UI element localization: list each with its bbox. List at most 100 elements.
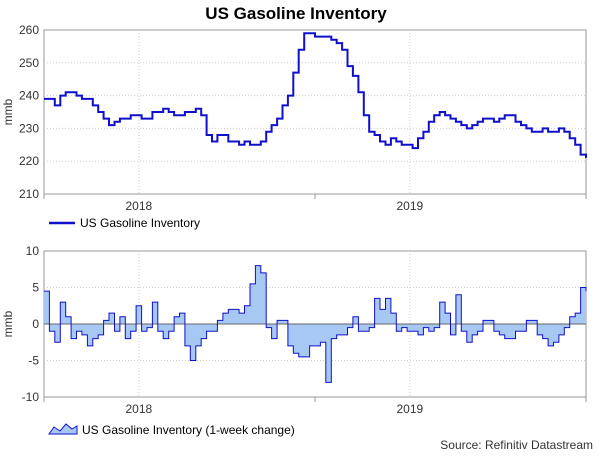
y-tick-label: -10 bbox=[22, 390, 40, 404]
weekly-change-point bbox=[114, 331, 115, 332]
inventory-point bbox=[428, 121, 429, 122]
weekly-change-point bbox=[298, 356, 299, 357]
inventory-point bbox=[504, 115, 505, 116]
weekly-change-point bbox=[239, 313, 240, 314]
weekly-change-point bbox=[336, 334, 337, 335]
inventory-point bbox=[114, 121, 115, 122]
plot-area bbox=[43, 29, 587, 195]
inventory-point bbox=[369, 131, 370, 132]
inventory-point bbox=[472, 125, 473, 126]
legend-weekly-change-label: US Gasoline Inventory (1-week change) bbox=[82, 423, 295, 437]
inventory-point bbox=[445, 115, 446, 116]
inventory-point bbox=[309, 33, 310, 34]
inventory-point bbox=[49, 98, 50, 99]
inventory-point bbox=[520, 125, 521, 126]
inventory-point bbox=[293, 72, 294, 73]
inventory-point bbox=[119, 118, 120, 119]
weekly-change-point bbox=[136, 305, 137, 306]
inventory-point bbox=[526, 128, 527, 129]
inventory-point bbox=[553, 131, 554, 132]
weekly-change-point bbox=[130, 331, 131, 332]
inventory-point bbox=[298, 49, 299, 50]
weekly-change-point bbox=[531, 320, 532, 321]
inventory-point bbox=[282, 105, 283, 106]
weekly-change-point bbox=[217, 320, 218, 321]
weekly-change-point bbox=[379, 309, 380, 310]
weekly-change-point bbox=[87, 345, 88, 346]
inventory-point bbox=[108, 125, 109, 126]
inventory-point bbox=[249, 144, 250, 145]
weekly-change-point bbox=[558, 334, 559, 335]
weekly-change-point bbox=[396, 331, 397, 332]
inventory-point bbox=[336, 43, 337, 44]
weekly-change-point bbox=[325, 382, 326, 383]
weekly-change-point bbox=[157, 331, 158, 332]
inventory-point bbox=[374, 134, 375, 135]
weekly-change-point bbox=[542, 338, 543, 339]
y-tick-label: 240 bbox=[19, 89, 39, 103]
weekly-change-point bbox=[190, 360, 191, 361]
weekly-change-point bbox=[569, 316, 570, 317]
inventory-point bbox=[439, 111, 440, 112]
inventory-point bbox=[401, 144, 402, 145]
inventory-point bbox=[320, 36, 321, 37]
source-note: Source: Refinitiv Datastream bbox=[440, 438, 593, 452]
inventory-point bbox=[314, 36, 315, 37]
weekly-change-point bbox=[461, 331, 462, 332]
weekly-change-line bbox=[44, 265, 587, 383]
weekly-change-point bbox=[580, 287, 581, 288]
x-tick-label: 2018 bbox=[125, 199, 152, 213]
inventory-point bbox=[461, 125, 462, 126]
legend-weekly-change-swatch bbox=[48, 423, 78, 435]
weekly-change-point bbox=[282, 320, 283, 321]
weekly-change-point bbox=[103, 320, 104, 321]
inventory-panel: 210 220 230 240 250 260 2018 2019 mmb bbox=[1, 23, 587, 213]
y-axis-label: mmb bbox=[1, 310, 15, 337]
inventory-point bbox=[233, 141, 234, 142]
x-tick-label: 2018 bbox=[125, 402, 152, 416]
weekly-change-point bbox=[141, 331, 142, 332]
weekly-change-point bbox=[455, 294, 456, 295]
weekly-change-point bbox=[412, 331, 413, 332]
inventory-point bbox=[255, 144, 256, 145]
weekly-change-point bbox=[228, 309, 229, 310]
inventory-point bbox=[575, 144, 576, 145]
weekly-change-point bbox=[401, 327, 402, 328]
weekly-change-panel: -10 -5 0 5 10 2018 2019 mmb bbox=[1, 244, 587, 416]
inventory-point bbox=[239, 144, 240, 145]
weekly-change-point bbox=[65, 316, 66, 317]
inventory-point bbox=[76, 95, 77, 96]
weekly-change-point bbox=[515, 331, 516, 332]
weekly-change-point bbox=[385, 298, 386, 299]
inventory-point bbox=[304, 33, 305, 34]
weekly-change-point bbox=[553, 342, 554, 343]
inventory-point bbox=[379, 141, 380, 142]
inventory-point bbox=[201, 115, 202, 116]
inventory-point bbox=[542, 128, 543, 129]
inventory-point bbox=[580, 154, 581, 155]
weekly-change-point bbox=[287, 345, 288, 346]
y-tick-label: 250 bbox=[19, 56, 39, 70]
inventory-point bbox=[152, 111, 153, 112]
weekly-change-point bbox=[168, 331, 169, 332]
inventory-point bbox=[43, 98, 44, 99]
weekly-change-point bbox=[163, 338, 164, 339]
weekly-change-point bbox=[510, 338, 511, 339]
weekly-change-point bbox=[504, 338, 505, 339]
weekly-change-point bbox=[255, 265, 256, 266]
weekly-change-point bbox=[179, 313, 180, 314]
inventory-point bbox=[390, 138, 391, 139]
weekly-change-point bbox=[277, 320, 278, 321]
weekly-change-point bbox=[493, 331, 494, 332]
weekly-change-point bbox=[92, 338, 93, 339]
inventory-point bbox=[548, 131, 549, 132]
inventory-point bbox=[136, 115, 137, 116]
inventory-point bbox=[352, 75, 353, 76]
inventory-point bbox=[466, 128, 467, 129]
weekly-change-point bbox=[439, 302, 440, 303]
inventory-point bbox=[146, 118, 147, 119]
inventory-point bbox=[347, 66, 348, 67]
inventory-point bbox=[54, 105, 55, 106]
y-tick-label: 0 bbox=[32, 317, 39, 331]
